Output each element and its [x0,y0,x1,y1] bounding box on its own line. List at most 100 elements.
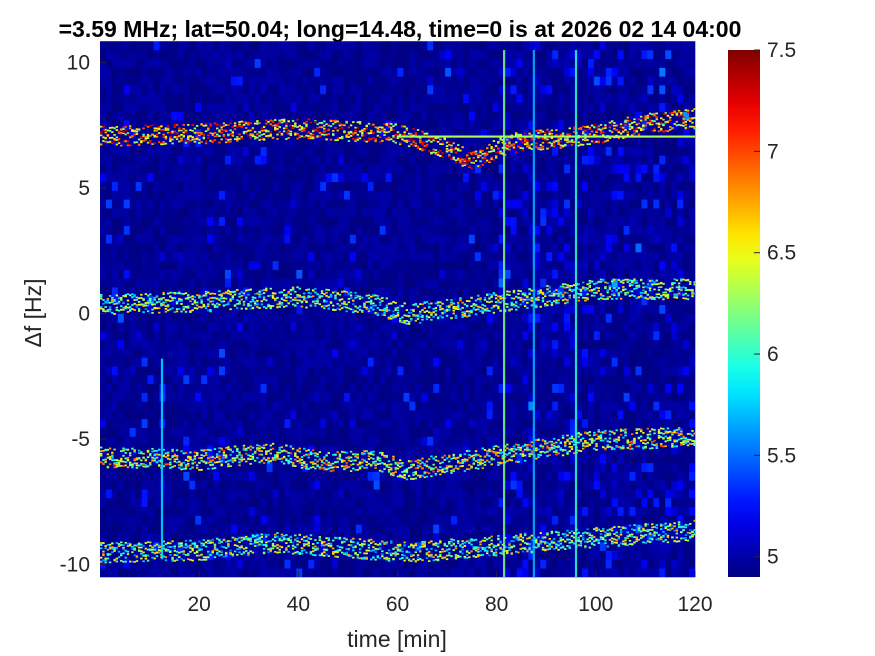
heat-cell [397,383,404,393]
heat-cell [189,208,196,218]
heat-cell [254,102,261,112]
heat-cell [528,76,535,86]
heat-cell [361,58,369,68]
heat-cell [474,111,482,121]
heat-cell [427,366,434,376]
heat-cell [445,489,452,499]
heat-cell [373,234,380,244]
heat-cell [480,392,488,402]
heat-cell [183,50,190,60]
heat-cell [492,304,499,314]
heat-cell [510,322,517,332]
heat-cell [159,269,166,279]
heat-cell [528,120,535,130]
heat-cell [397,102,404,112]
heat-cell [468,287,476,297]
heat-cell [510,181,517,191]
heat-cell [105,67,113,77]
heat-cell [570,454,577,464]
heat-cell [421,331,428,341]
heat-cell [254,181,261,191]
heat-cell [522,208,529,218]
heat-cell [248,480,255,490]
heat-cell [171,357,178,367]
heat-cell [349,50,357,60]
heat-cell [326,445,333,455]
heat-cell [564,568,571,578]
heat-cell [451,489,458,499]
heat-cell [343,436,351,446]
heat-cell [552,436,559,446]
heat-cell [510,199,517,209]
heat-cell [397,58,404,68]
heat-cell [451,85,458,95]
heat-cell [367,137,374,147]
heat-cell [391,102,398,112]
heat-cell [516,199,523,209]
heat-cell [183,93,190,103]
heat-cell [183,357,190,367]
heat-cell [480,541,488,551]
heat-cell [201,392,208,402]
heat-cell [397,146,404,156]
heat-cell [510,489,517,499]
heat-cell [165,252,172,262]
heat-cell [439,331,446,341]
heat-cell [290,392,297,402]
heat-cell [236,374,244,385]
heat-cell [290,155,297,165]
heat-cell [576,129,583,139]
heat-cell [427,427,434,437]
heat-cell [504,313,511,323]
heat-cell [177,199,184,209]
heat-cell [135,216,142,226]
heat-cell [379,58,386,68]
heat-cell [290,480,297,490]
heat-cell [165,445,172,455]
heat-cell [433,506,440,516]
heat-cell [349,550,357,560]
heat-cell [480,234,488,244]
heat-cell [314,489,321,499]
heat-cell [165,427,172,437]
heat-cell [474,313,482,323]
heat-cell [528,50,535,60]
heat-cell [528,436,535,446]
heat-cell [457,322,464,332]
heat-cell [576,199,583,209]
heat-cell [510,357,517,367]
heat-cell [474,146,482,156]
heat-cell [373,304,380,314]
heat-cell [433,172,440,183]
heat-cell [248,50,255,60]
heat-cell [260,533,267,543]
heat-cell [254,436,261,446]
heat-cell [486,304,493,314]
heat-cell [457,181,464,191]
heat-cell [320,374,327,385]
heat-cell [135,85,142,95]
heat-cell [558,129,565,139]
heat-cell [504,76,511,86]
heat-cell [361,155,369,165]
heat-cell [272,568,279,578]
heat-cell [260,190,267,200]
heat-cell [100,58,107,68]
heat-cell [540,392,547,402]
heat-cell [367,199,374,209]
heat-cell [230,366,238,376]
heat-cell [546,541,553,551]
heat-cell [219,50,226,60]
heat-cell [379,515,386,525]
heat-cell [159,85,166,95]
heat-cell [266,366,273,376]
heat-cell [427,252,434,262]
heat-cell [492,102,499,112]
heat-cell [195,234,202,244]
heat-cell [474,243,482,253]
heat-cell [451,418,458,428]
heat-cell [296,164,303,174]
heat-cell [320,436,327,446]
heat-cell [498,269,505,279]
heat-cell [314,515,321,525]
